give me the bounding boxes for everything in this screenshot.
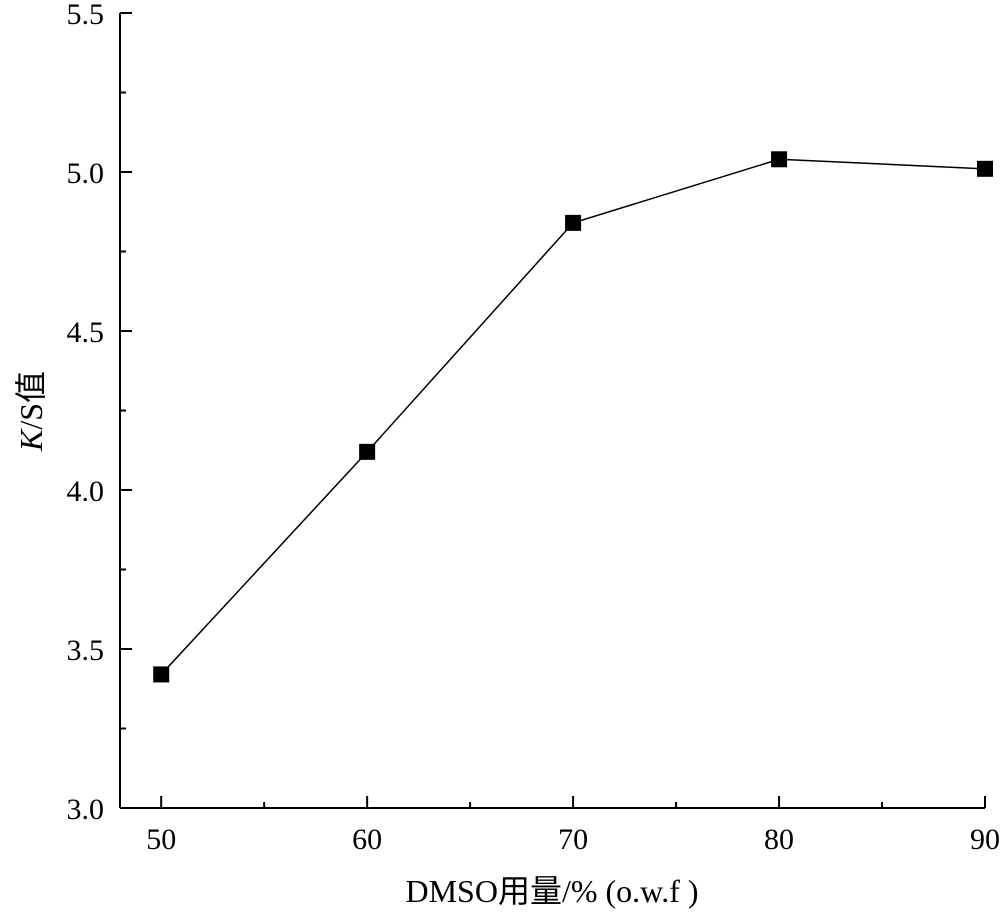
- x-ticks: 50 60 70 80 90: [146, 796, 1000, 856]
- x-tick-label: 50: [146, 823, 176, 856]
- data-point-marker: [359, 443, 376, 460]
- y-tick-label: 5.0: [67, 157, 105, 190]
- data-point-marker: [565, 214, 582, 231]
- x-tick-label: 60: [352, 823, 382, 856]
- y-ticks: 3.0 3.5 4.0 4.5 5.0 5.5: [67, 0, 132, 826]
- series-line: [160, 158, 986, 675]
- axes: [119, 13, 985, 809]
- x-tick-label: 70: [558, 823, 588, 856]
- y-axis-title-rest: /S值: [13, 371, 49, 430]
- y-tick-label: 3.0: [67, 793, 105, 826]
- y-tick-label: 3.5: [67, 634, 105, 667]
- x-axis-title: DMSO用量/% (o.w.f ): [405, 873, 698, 909]
- data-point-marker: [977, 160, 993, 177]
- y-tick-label: 4.0: [67, 475, 105, 508]
- x-tick-label: 80: [764, 823, 794, 856]
- y-axis-title-italic: K: [13, 428, 49, 452]
- y-axis-title: K/S值: [13, 371, 49, 452]
- data-point-marker: [771, 151, 788, 168]
- data-series: [153, 151, 993, 683]
- x-tick-label: 90: [970, 823, 1000, 856]
- data-point-marker: [153, 666, 170, 683]
- y-tick-label: 4.5: [67, 316, 105, 349]
- y-tick-label: 5.5: [67, 0, 105, 31]
